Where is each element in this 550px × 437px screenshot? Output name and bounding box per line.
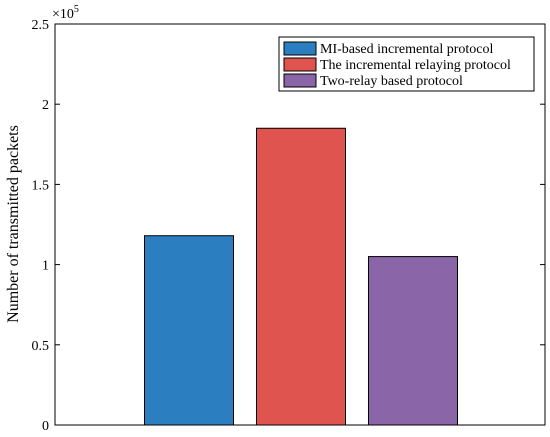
legend-label-1: MI-based incremental protocol <box>320 42 493 57</box>
legend-swatch-3 <box>283 73 317 88</box>
legend-label-3: Two-relay based protocol <box>320 74 463 89</box>
bar-2 <box>256 127 346 426</box>
legend-label-2: The incremental relaying protocol <box>320 58 511 73</box>
legend-swatch-2 <box>283 57 317 72</box>
y-tick-label: 0.5 <box>32 339 50 354</box>
y-axis-label: Number of transmitted packets <box>5 125 22 323</box>
y-tick-label: 2.5 <box>32 18 50 33</box>
y-tick-label: 2 <box>42 98 49 113</box>
bars-group <box>144 127 458 426</box>
bar-1 <box>144 235 234 426</box>
plot-frame <box>54 23 546 426</box>
legend-swatch-1 <box>283 41 317 56</box>
y-tick-label: 0 <box>42 419 49 434</box>
y-tick-label: 1 <box>42 259 49 274</box>
legend-box <box>278 36 535 92</box>
y-exponent-label: ×105 <box>52 4 79 22</box>
y-tick-label: 1.5 <box>32 178 50 193</box>
y-ticks-group: 0 0.5 1 1.5 2 2.5 <box>32 18 545 434</box>
bar-3 <box>368 256 458 426</box>
